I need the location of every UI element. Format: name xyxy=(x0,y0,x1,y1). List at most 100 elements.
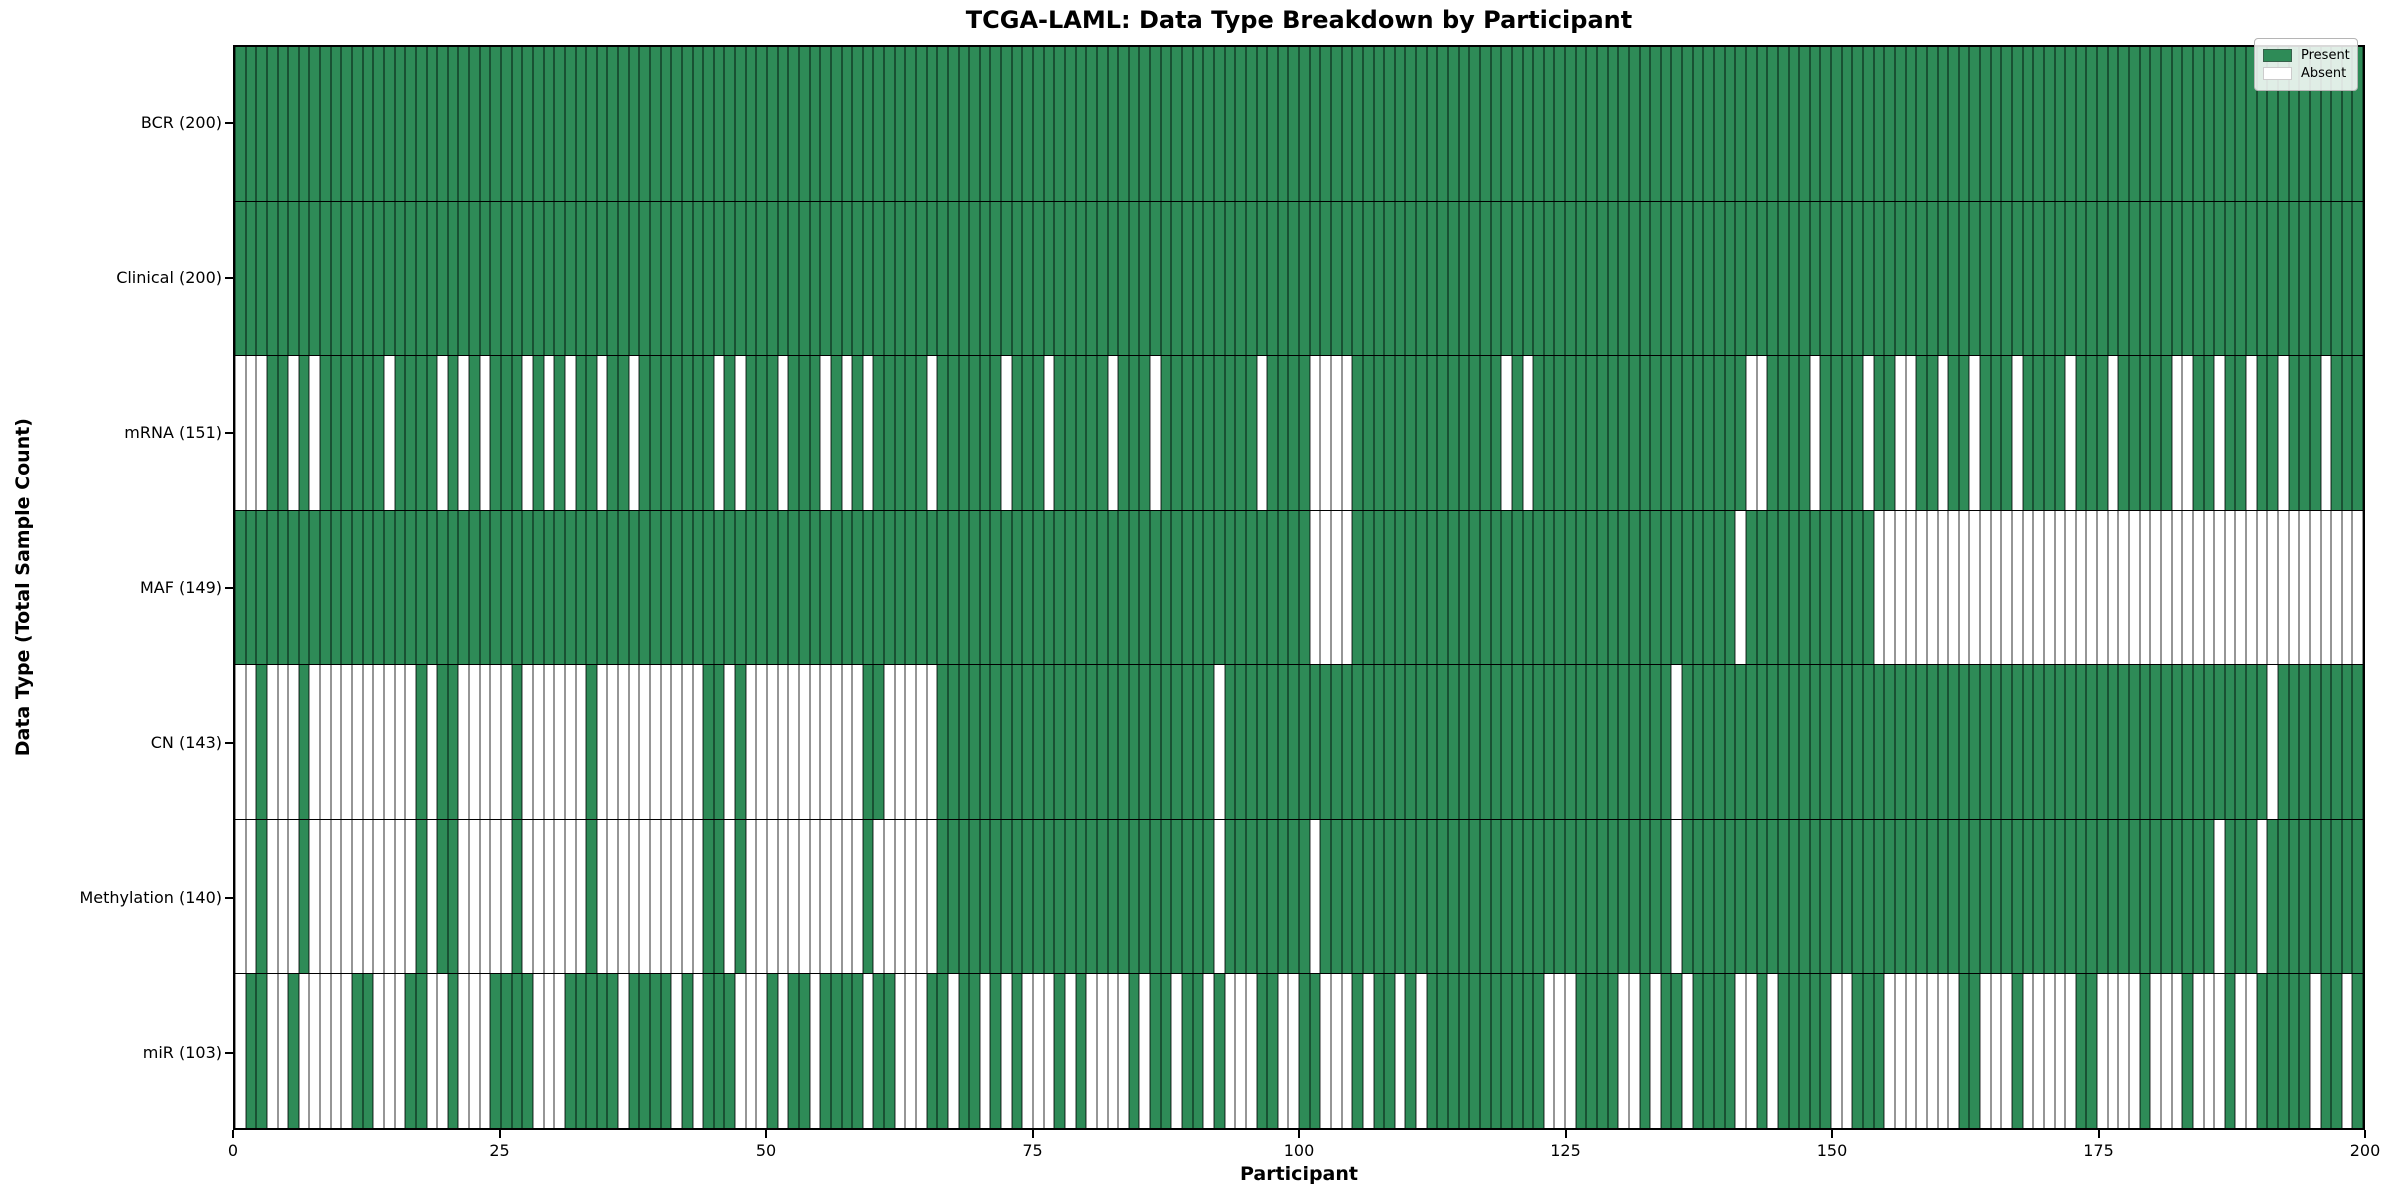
heatmap-cell xyxy=(1277,201,1289,356)
heatmap-cell xyxy=(2256,819,2268,974)
heatmap-cell xyxy=(1756,510,1768,665)
heatmap-cell xyxy=(618,974,629,1129)
heatmap-cell xyxy=(256,510,267,665)
heatmap-cell xyxy=(2129,819,2140,974)
heatmap-cell xyxy=(1969,819,1981,974)
heatmap-cell xyxy=(245,356,257,510)
heatmap-cell xyxy=(2075,47,2087,201)
heatmap-cell xyxy=(1448,47,1459,201)
heatmap-cell xyxy=(1863,47,1874,201)
heatmap-cell xyxy=(394,510,406,665)
heatmap-cell xyxy=(554,974,565,1129)
heatmap-cell xyxy=(1373,974,1385,1129)
heatmap-cell xyxy=(1905,201,1917,356)
heatmap-cell xyxy=(830,819,842,974)
heatmap-cell xyxy=(1884,356,1895,510)
heatmap-cell xyxy=(1160,201,1172,356)
heatmap-cell xyxy=(2043,201,2055,356)
heatmap-cell xyxy=(2278,819,2289,974)
heatmap-cell xyxy=(1426,356,1438,510)
heatmap-cell xyxy=(660,356,672,510)
heatmap-cell xyxy=(1980,201,1991,356)
heatmap-cell xyxy=(2033,356,2044,510)
heatmap-cell xyxy=(2097,819,2108,974)
heatmap-cell xyxy=(1054,47,1065,201)
heatmap-cell xyxy=(1554,356,1566,510)
heatmap-cell xyxy=(1607,47,1619,201)
heatmap-cell xyxy=(586,665,597,819)
heatmap-cell xyxy=(1820,819,1832,974)
heatmap-cell xyxy=(1107,819,1119,974)
heatmap-cell xyxy=(1224,974,1236,1129)
heatmap-cell xyxy=(298,510,310,665)
heatmap-cell xyxy=(1171,974,1183,1129)
heatmap-cell xyxy=(1330,510,1342,665)
heatmap-cell xyxy=(628,819,640,974)
heatmap-cell xyxy=(362,819,374,974)
heatmap-cell xyxy=(873,356,885,510)
heatmap-cell xyxy=(1597,819,1608,974)
heatmap-cell xyxy=(1075,47,1087,201)
heatmap-cell xyxy=(660,819,672,974)
y-tick-mark xyxy=(225,1051,233,1054)
heatmap-cell xyxy=(692,665,704,819)
heatmap-cell xyxy=(2203,201,2215,356)
heatmap-cell xyxy=(1437,356,1449,510)
heatmap-cell xyxy=(2107,356,2119,510)
heatmap-cell xyxy=(1362,665,1374,819)
heatmap-cell xyxy=(1511,201,1523,356)
heatmap-cell xyxy=(724,356,736,510)
heatmap-cell xyxy=(2246,974,2257,1129)
heatmap-cell xyxy=(703,510,714,665)
heatmap-cell xyxy=(852,974,863,1129)
heatmap-cell xyxy=(990,201,1002,356)
heatmap-cell xyxy=(2341,47,2353,201)
heatmap-cell xyxy=(341,47,353,201)
heatmap-cell xyxy=(1756,47,1768,201)
heatmap-cell xyxy=(1309,510,1321,665)
heatmap-cell xyxy=(1299,819,1310,974)
heatmap-cell xyxy=(320,510,331,665)
heatmap-cell xyxy=(1011,47,1023,201)
heatmap-cell xyxy=(373,974,384,1129)
heatmap-cell xyxy=(1458,201,1470,356)
heatmap-cell xyxy=(1309,47,1321,201)
heatmap-cell xyxy=(2267,819,2278,974)
heatmap-cell xyxy=(2075,665,2087,819)
heatmap-cell xyxy=(1224,665,1236,819)
x-tick-label: 175 xyxy=(2083,1141,2114,1160)
heatmap-cell xyxy=(703,819,714,974)
heatmap-cell xyxy=(2182,356,2193,510)
heatmap-cell xyxy=(1107,201,1119,356)
heatmap-cell xyxy=(1479,819,1491,974)
heatmap-cell xyxy=(1682,819,1693,974)
heatmap-cell xyxy=(618,819,629,974)
heatmap-cell xyxy=(756,201,768,356)
heatmap-cell xyxy=(703,665,714,819)
heatmap-cell xyxy=(2192,356,2204,510)
heatmap-cell xyxy=(1554,201,1566,356)
heatmap-cell xyxy=(1703,201,1715,356)
heatmap-cell xyxy=(1426,819,1438,974)
heatmap-cell xyxy=(1501,665,1512,819)
heatmap-cell xyxy=(1682,47,1693,201)
heatmap-cell xyxy=(2331,510,2342,665)
heatmap-cell xyxy=(1820,201,1832,356)
heatmap-cell xyxy=(2309,356,2321,510)
heatmap-cell xyxy=(245,201,257,356)
heatmap-cell xyxy=(405,974,416,1129)
heatmap-cell xyxy=(1011,510,1023,665)
heatmap-cell xyxy=(2299,510,2310,665)
heatmap-cell xyxy=(713,819,725,974)
heatmap-cell xyxy=(490,201,502,356)
heatmap-cell xyxy=(2054,356,2066,510)
heatmap-cell xyxy=(266,665,278,819)
heatmap-cell xyxy=(1203,356,1214,510)
heatmap-cell xyxy=(1394,665,1406,819)
heatmap-cell xyxy=(990,974,1002,1129)
heatmap-cell xyxy=(990,819,1002,974)
heatmap-cell xyxy=(575,665,587,819)
heatmap-cell xyxy=(1692,356,1704,510)
heatmap-cell xyxy=(426,356,438,510)
heatmap-cell xyxy=(2129,201,2140,356)
